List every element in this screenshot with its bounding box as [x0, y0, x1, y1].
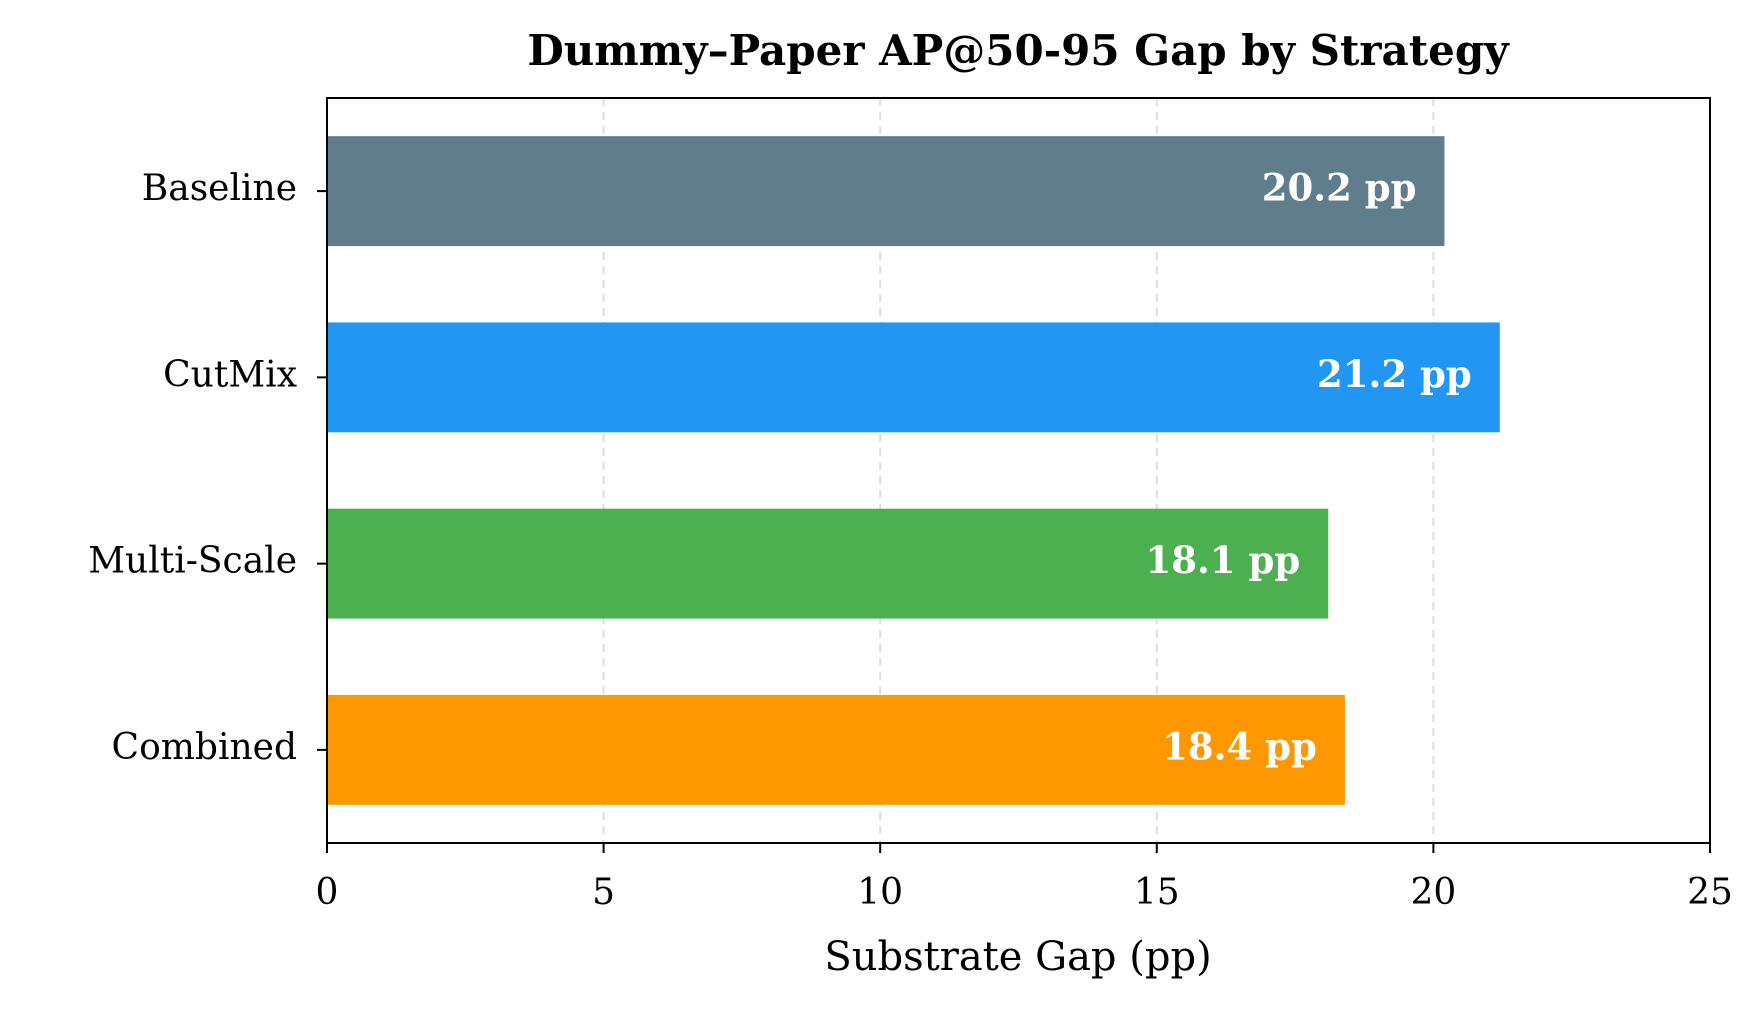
value-label: 21.2 pp [1317, 352, 1472, 396]
x-tick-label: 15 [1134, 872, 1180, 913]
x-tick-label: 25 [1687, 872, 1733, 913]
bar [327, 136, 1445, 247]
y-tick-label: Baseline [142, 168, 297, 209]
y-tick-label: Multi-Scale [88, 541, 297, 582]
x-axis-label: Substrate Gap (pp) [824, 934, 1211, 980]
plot-frame [326, 97, 1711, 844]
y-tick-label: Combined [112, 727, 297, 768]
x-tick-label: 10 [857, 872, 903, 913]
y-tick-label: CutMix [163, 354, 297, 395]
bar [327, 508, 1329, 619]
value-label: 18.4 pp [1162, 724, 1317, 768]
value-label: 18.1 pp [1146, 538, 1301, 582]
chart-title: Dummy–Paper AP@50-95 Gap by Strategy [527, 26, 1510, 75]
bar [327, 322, 1500, 433]
x-tick-label: 5 [592, 872, 615, 913]
x-tick-label: 20 [1410, 872, 1456, 913]
x-tick-label: 0 [316, 872, 339, 913]
value-label: 20.2 pp [1262, 166, 1417, 210]
bar [327, 694, 1345, 805]
